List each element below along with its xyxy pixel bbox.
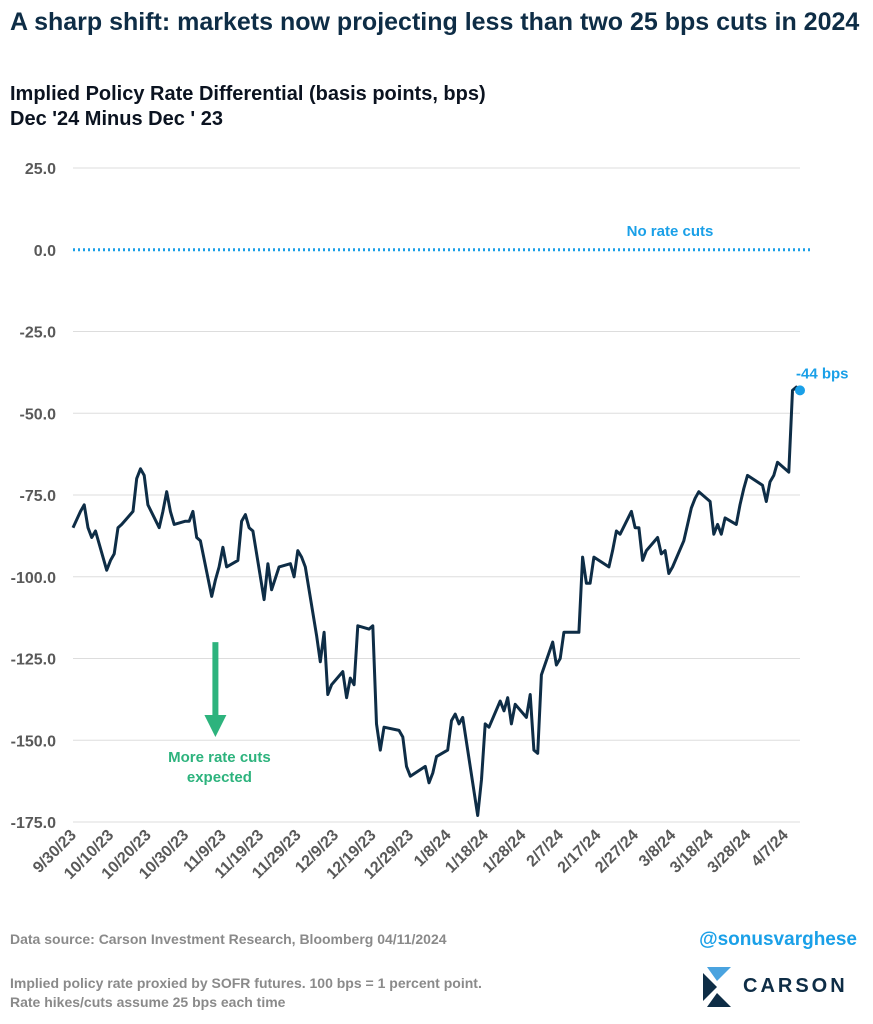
more-cuts-label-line-1: More rate cuts bbox=[168, 749, 271, 766]
gridlines bbox=[73, 167, 800, 823]
more-cuts-arrow bbox=[204, 642, 227, 737]
subtitle-line-1: Implied Policy Rate Differential (basis … bbox=[10, 83, 486, 105]
y-tick-label: -25.0 bbox=[20, 325, 57, 342]
y-tick-label: -125.0 bbox=[11, 652, 56, 669]
data-source-note: Data source: Carson Investment Research,… bbox=[10, 931, 447, 947]
note-line-1: Implied policy rate proxied by SOFR futu… bbox=[10, 975, 482, 991]
y-tick-label: 0.0 bbox=[34, 243, 56, 260]
y-tick-label: -175.0 bbox=[11, 815, 56, 832]
carson-logo-mark-icon bbox=[703, 967, 731, 1007]
y-axis-tick-labels: 25.0 0.0 -25.0 -50.0 -75.0 -100.0 -125.0 -150.0… bbox=[11, 161, 56, 832]
author-handle: @sonusvarghese bbox=[699, 929, 857, 950]
chart-title: A sharp shift: markets now projecting le… bbox=[10, 8, 860, 36]
methodology-notes: Implied policy rate proxied by SOFR futu… bbox=[10, 974, 482, 1012]
series-line bbox=[71, 385, 801, 817]
y-tick-label: 25.0 bbox=[25, 161, 56, 178]
last-value-label: -44 bps bbox=[796, 365, 849, 382]
more-cuts-label-line-2: expected bbox=[187, 769, 252, 786]
no-rate-cuts-label: No rate cuts bbox=[627, 223, 714, 240]
note-line-2: Rate hikes/cuts assume 25 bps each time bbox=[10, 994, 286, 1010]
arrow-shaft bbox=[212, 642, 219, 717]
line-chart: 25.0 0.0 -25.0 -50.0 -75.0 -100.0 -125.0 -150.0… bbox=[11, 161, 849, 883]
carson-wordmark: CARSON bbox=[743, 975, 848, 997]
y-tick-label: -75.0 bbox=[20, 488, 57, 505]
chart-subtitle: Implied Policy Rate Differential (basis … bbox=[10, 82, 860, 132]
y-tick-label: -100.0 bbox=[11, 570, 56, 587]
y-tick-label: -50.0 bbox=[20, 406, 57, 423]
y-tick-label: -150.0 bbox=[11, 733, 56, 750]
x-axis-tick-labels: 9/30/2310/10/2310/20/2310/30/2311/9/2311… bbox=[30, 827, 792, 883]
x-tick-label: 4/7/24 bbox=[748, 827, 792, 871]
last-value-marker bbox=[795, 385, 805, 396]
subtitle-line-2: Dec '24 Minus Dec ' 23 bbox=[10, 108, 223, 130]
carson-logo: CARSON bbox=[703, 965, 863, 1009]
arrow-head bbox=[204, 714, 227, 737]
